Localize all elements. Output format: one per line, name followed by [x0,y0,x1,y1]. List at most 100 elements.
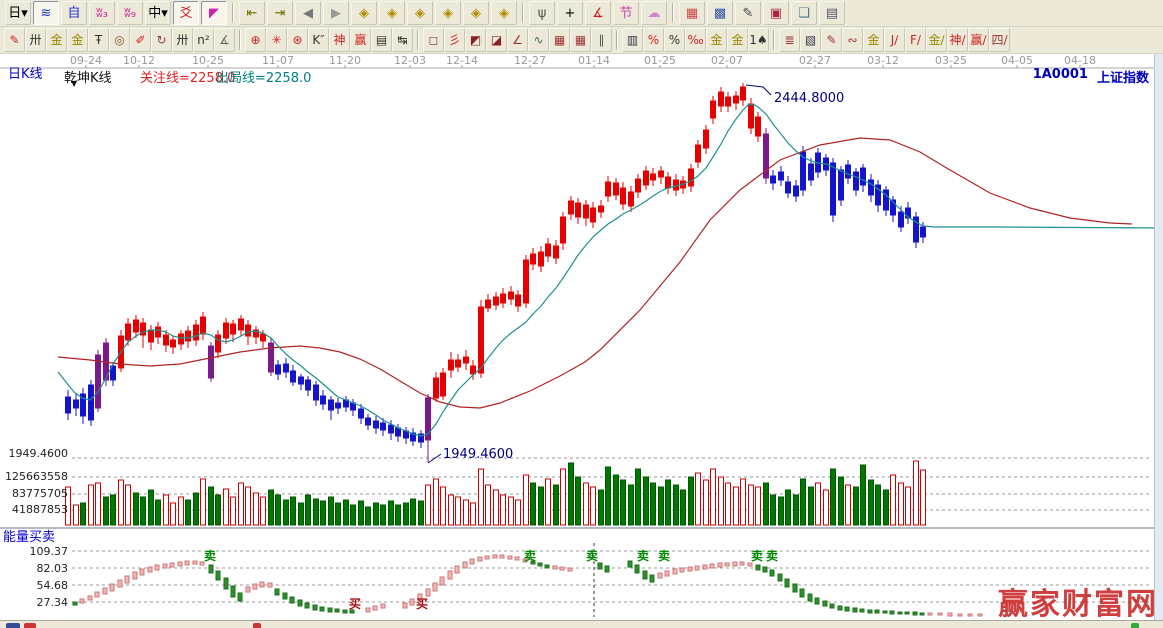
n2-grid-button[interactable]: n² [193,28,214,52]
gann-grid-button[interactable]: 卅 [25,28,46,52]
spiral-tool-button[interactable]: ◎ [109,28,130,52]
notes-button[interactable]: ✎ [735,1,761,25]
band-tool-button[interactable]: ▧ [800,28,821,52]
fan-shade-2-button[interactable]: ◪ [486,28,507,52]
volume-bar [170,502,176,526]
candle-body [830,162,836,216]
indicator-selector[interactable]: 乾坤K线 [64,71,112,86]
next-page-button[interactable]: ▶ [323,1,349,25]
volume-bar [275,494,281,526]
indicator-bar [184,560,190,566]
angle-tool-button[interactable]: ∡ [214,28,235,52]
period-selector-button[interactable]: 日▾ [5,1,31,25]
slope-percent-icon: % [647,33,660,47]
prev-page-button[interactable]: ◀ [295,1,321,25]
gold-circle-1-button[interactable]: 金 [706,28,727,52]
triple-line-button[interactable]: ≣ [779,28,800,52]
shift-down-button[interactable]: ◈ [491,1,517,25]
status-window-icon[interactable] [6,623,20,628]
festival-mark-button[interactable]: 节 [613,1,639,25]
indicator-bar [664,570,670,577]
width-measure-button[interactable]: ↹ [392,28,413,52]
stats-table-button[interactable]: ▥ [622,28,643,52]
chart-canvas[interactable]: 09-24 10-12 10-25 11-07 11-20 12-03 12-14 12-27… [0,54,1163,620]
candle-style-button[interactable]: 中▾ [145,1,171,25]
slope-percent-button[interactable]: % [643,28,664,52]
golden-grid-2-button[interactable]: 金 [67,28,88,52]
gold-circle-2-button[interactable]: 金 [727,28,748,52]
candle-body [845,164,851,179]
last-page-button[interactable]: ⇥ [267,1,293,25]
ruler-grid-button[interactable]: ▤ [371,28,392,52]
vertical-scrollbar[interactable] [1154,54,1163,620]
volume-profile-button[interactable]: ◤ [201,1,227,25]
marker-tool-button[interactable]: 1♠ [748,28,769,52]
time-grid-button[interactable]: 卅 [172,28,193,52]
j-slope-button[interactable]: J∕ [884,28,905,52]
date-label: 12-27 [514,54,546,67]
zoom-out-x-button[interactable]: ◈ [351,1,377,25]
volume-bar [658,486,664,526]
measure-angle-button[interactable]: ∡ [585,1,611,25]
info-panel-button[interactable]: 自 [61,1,87,25]
calendar-button[interactable]: ▦ [679,1,705,25]
pan-hand-button[interactable]: ψ [529,1,555,25]
status-dot-icon[interactable] [253,623,261,628]
print-button[interactable]: ▤ [819,1,845,25]
cycle-circle-button[interactable]: ↻ [151,28,172,52]
indicator-bar [162,563,168,569]
compress-x-button[interactable]: ◈ [435,1,461,25]
shen-grid-button[interactable]: 神 [329,28,350,52]
fan-shade-1-button[interactable]: ◩ [465,28,486,52]
indicator-bar [799,588,805,598]
circle-star-button[interactable]: ✳ [266,28,287,52]
brush-tool-button[interactable]: ✎ [821,28,842,52]
ray-fan-button[interactable]: 彡 [444,28,465,52]
f-slope-button[interactable]: F∕ [905,28,926,52]
candle-body [328,399,334,411]
mind-cloud-button[interactable]: ☁ [641,1,667,25]
calculator-button[interactable]: ▩ [707,1,733,25]
draw-pen-button[interactable]: ✎ [4,28,25,52]
date-label: 12-03 [394,54,426,67]
grid-red-1-button[interactable]: ▦ [549,28,570,52]
gold-underline-button[interactable]: 金 [863,28,884,52]
si-slope-button[interactable]: 四∕ [989,28,1010,52]
status-link-icon[interactable] [1131,623,1139,628]
grid-red-2-button[interactable]: ▦ [570,28,591,52]
save-icon: ▣ [769,5,783,21]
parallel-lines-button[interactable]: ∥ [591,28,612,52]
status-alert-icon[interactable] [24,623,36,628]
wave-box-button[interactable]: ∾ [842,28,863,52]
zigzag-tool-button[interactable]: ∿ [528,28,549,52]
pen-grid-button[interactable]: ✐ [130,28,151,52]
circle-grid-button[interactable]: ⊛ [287,28,308,52]
golden-grid-1-button[interactable]: 金 [46,28,67,52]
pattern-x-button[interactable]: 爻 [173,1,199,25]
percent-line-button[interactable]: ‰ [685,28,706,52]
candle-body [530,253,536,265]
ying-grid-button[interactable]: 赢 [350,28,371,52]
trend-angle-button[interactable]: ∠ [507,28,528,52]
overlay-curve-toggle-button[interactable]: ≋ [33,1,59,25]
expand-x-button[interactable]: ◈ [407,1,433,25]
indicator-dropdown-icon[interactable]: ▼ [71,79,78,88]
fibo-grid-button[interactable]: Ŧ [88,28,109,52]
ma3-view-button[interactable]: ʬ₃ [89,1,115,25]
ying-slope-button[interactable]: 赢∕ [968,28,989,52]
ma9-view-button[interactable]: ʬ₉ [117,1,143,25]
first-page-button[interactable]: ⇤ [239,1,265,25]
volume-scale-label: 1949.4600 [9,447,69,460]
zoom-in-x-button[interactable]: ◈ [379,1,405,25]
save-button[interactable]: ▣ [763,1,789,25]
percent-button[interactable]: % [664,28,685,52]
rect-tool-button[interactable]: ◻ [423,28,444,52]
gold-slope-button[interactable]: 金∕ [926,28,947,52]
shift-left-button[interactable]: ◈ [463,1,489,25]
kline-mark-button[interactable]: K″ [308,28,329,52]
shen-slope-button[interactable]: 神∕ [947,28,968,52]
export-share-button[interactable]: ❏ [791,1,817,25]
crosshair-button[interactable]: + [557,1,583,25]
indicator-bar [739,561,745,566]
circle-cross-button[interactable]: ⊕ [245,28,266,52]
